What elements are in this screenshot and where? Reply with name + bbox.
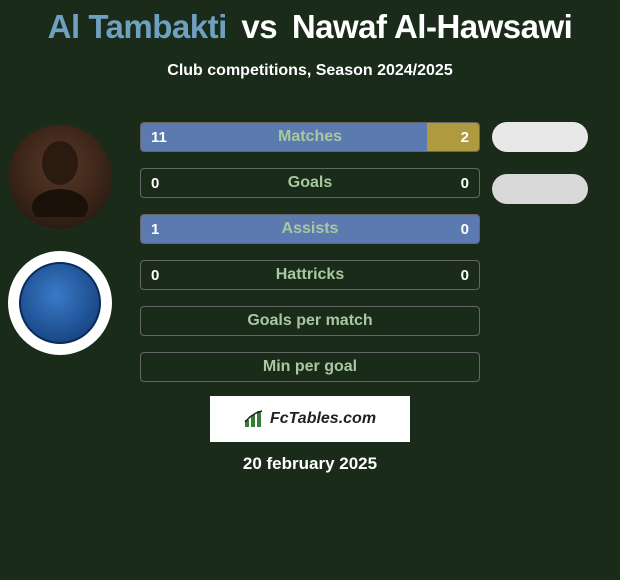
player1-name: Al Tambakti [48, 8, 227, 45]
source-logo: FcTables.com [210, 396, 410, 442]
player-avatar [8, 125, 112, 229]
form-pill [492, 174, 588, 204]
vs-text: vs [241, 8, 277, 45]
person-silhouette-icon [25, 137, 95, 217]
chart-icon [244, 410, 264, 428]
stat-label: Matches [141, 128, 479, 146]
date-text: 20 february 2025 [0, 454, 620, 474]
stat-label: Goals [141, 174, 479, 192]
comparison-title: Al Tambakti vs Nawaf Al-Hawsawi [0, 0, 620, 46]
stat-row: 112Matches [140, 122, 480, 152]
stat-row: Min per goal [140, 352, 480, 382]
club-avatar [8, 251, 112, 355]
pills-column [492, 122, 588, 226]
subtitle: Club competitions, Season 2024/2025 [0, 62, 620, 80]
stat-row: 00Hattricks [140, 260, 480, 290]
avatars-column [8, 125, 112, 377]
stat-label: Min per goal [141, 358, 479, 376]
stat-row: 10Assists [140, 214, 480, 244]
form-pill [492, 122, 588, 152]
stat-label: Hattricks [141, 266, 479, 284]
stat-label: Goals per match [141, 312, 479, 330]
stat-row: Goals per match [140, 306, 480, 336]
stat-row: 00Goals [140, 168, 480, 198]
logo-text: FcTables.com [270, 410, 376, 428]
club-badge-icon [19, 262, 101, 344]
stats-grid: 112Matches 00Goals 10Assists 00Hattricks Goa… [140, 122, 480, 398]
stat-label: Assists [141, 220, 479, 238]
player2-name: Nawaf Al-Hawsawi [292, 8, 573, 45]
